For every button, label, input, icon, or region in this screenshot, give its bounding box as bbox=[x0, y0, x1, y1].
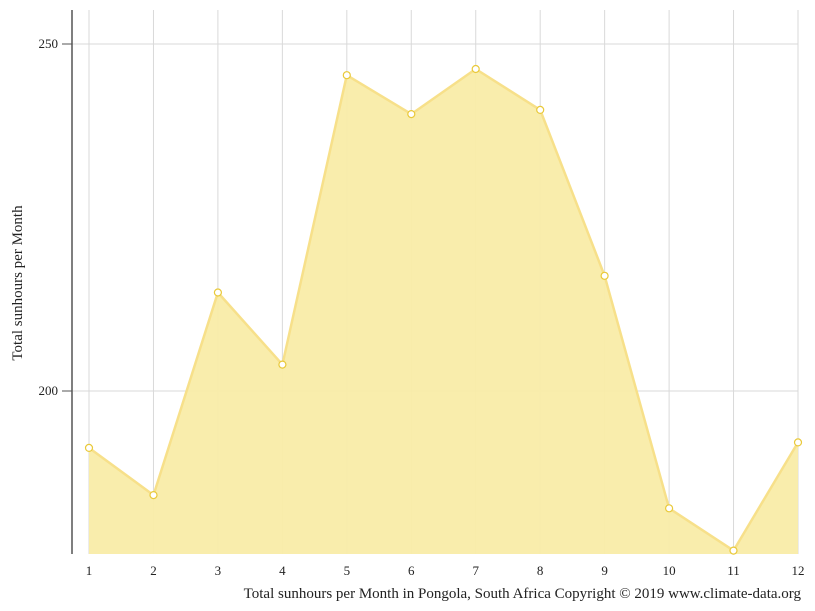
data-point bbox=[793, 438, 803, 447]
axes bbox=[62, 10, 73, 554]
x-tick-label: 8 bbox=[537, 563, 544, 578]
x-tick-label: 5 bbox=[344, 563, 351, 578]
area-series bbox=[88, 67, 800, 554]
x-tick-label: 9 bbox=[601, 563, 608, 578]
series-line bbox=[88, 67, 800, 552]
y-axis-label: Total sunhours per Month bbox=[10, 205, 26, 361]
data-point bbox=[342, 71, 351, 80]
x-tick-label: 4 bbox=[279, 563, 286, 578]
x-tick-label: 12 bbox=[792, 563, 805, 578]
data-point bbox=[729, 546, 738, 555]
x-tick-label: 2 bbox=[150, 563, 157, 578]
data-point bbox=[278, 360, 287, 369]
x-tick-label: 11 bbox=[727, 563, 740, 578]
y-tick-label: 200 bbox=[39, 383, 59, 398]
x-tick-label: 7 bbox=[472, 563, 479, 578]
x-tick-label: 10 bbox=[663, 563, 676, 578]
series-area-fill bbox=[89, 69, 798, 554]
y-tick-label: 250 bbox=[39, 36, 59, 51]
data-points bbox=[84, 64, 803, 555]
data-point bbox=[213, 288, 222, 297]
data-point bbox=[536, 105, 545, 115]
data-point bbox=[600, 271, 609, 280]
chart-caption: Total sunhours per Month in Pongola, Sou… bbox=[244, 586, 802, 602]
data-point bbox=[84, 443, 94, 452]
data-point bbox=[471, 64, 480, 74]
x-tick-label: 6 bbox=[408, 563, 415, 578]
data-point bbox=[664, 504, 674, 513]
x-tick-label: 3 bbox=[215, 563, 222, 578]
data-point bbox=[407, 109, 416, 119]
x-tick-label: 1 bbox=[86, 563, 93, 578]
data-point bbox=[149, 491, 158, 500]
